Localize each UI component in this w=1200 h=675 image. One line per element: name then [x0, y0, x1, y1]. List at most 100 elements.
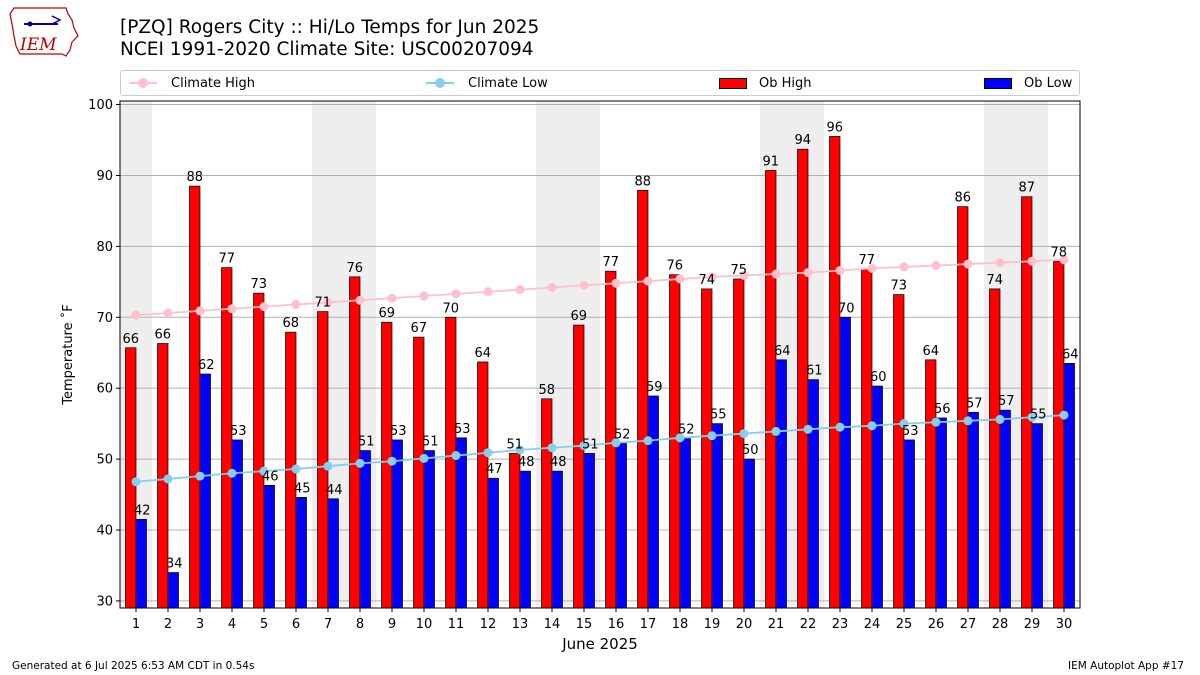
- x-tick-label: 11: [448, 617, 465, 632]
- climate-high-line: [135, 258, 1065, 317]
- generated-note: Generated at 6 Jul 2025 6:53 AM CDT in 0…: [12, 660, 255, 672]
- x-tick-label: 13: [512, 617, 529, 632]
- ob-high-bar: [861, 268, 873, 609]
- ob-low-bar: [295, 497, 307, 609]
- climate-high-point: [323, 297, 333, 307]
- climate-low-point: [899, 419, 909, 429]
- ob-high-label: 77: [858, 253, 875, 268]
- x-tick-label: 6: [292, 617, 300, 632]
- ob-high-bar: [701, 288, 713, 609]
- ob-high-label: 74: [986, 273, 1003, 288]
- climate-high-point: [643, 276, 653, 286]
- ob-low-bar: [743, 458, 755, 609]
- climate-low-point: [1027, 412, 1037, 422]
- x-tick-label: 21: [768, 617, 785, 632]
- ob-low-label: 52: [678, 423, 695, 438]
- ob-high-label: 88: [634, 174, 651, 189]
- legend-swatch-ob-low: [984, 77, 1012, 89]
- ob-high-label: 74: [698, 273, 715, 288]
- app-note: IEM Autoplot App #17: [1068, 660, 1184, 672]
- ob-high-bar: [509, 453, 521, 609]
- climate-high-point: [131, 310, 141, 320]
- ob-high-label: 78: [1050, 245, 1067, 260]
- ob-low-label: 53: [454, 422, 471, 437]
- climate-low-point: [195, 471, 205, 481]
- legend: Climate High Climate Low Ob High Ob Low: [120, 70, 1080, 96]
- ob-low-bar: [711, 423, 723, 609]
- climate-low-point: [803, 424, 813, 434]
- ob-high-label: 94: [794, 133, 811, 148]
- ob-high-label: 77: [602, 255, 619, 270]
- ob-low-bar: [775, 359, 787, 609]
- ob-high-label: 66: [122, 332, 139, 347]
- x-tick-label: 14: [544, 617, 561, 632]
- ob-high-label: 51: [506, 437, 523, 452]
- climate-low-point: [483, 448, 493, 458]
- ob-low-label: 34: [166, 557, 183, 572]
- climate-low-point: [1059, 410, 1069, 420]
- ob-low-label: 70: [838, 301, 855, 316]
- ob-low-label: 42: [134, 503, 151, 518]
- ob-low-label: 51: [358, 435, 375, 450]
- ob-low-bar: [967, 411, 979, 609]
- climate-low-point: [675, 433, 685, 443]
- y-tick-label: 100: [88, 98, 113, 113]
- climate-high-point: [707, 272, 717, 282]
- ob-low-label: 56: [934, 402, 951, 417]
- climate-low-point: [835, 422, 845, 432]
- x-tick-label: 15: [576, 617, 593, 632]
- ob-high-label: 68: [282, 316, 299, 331]
- ob-low-label: 61: [806, 364, 823, 379]
- climate-high-point: [835, 265, 845, 275]
- climate-high-point: [611, 278, 621, 288]
- ob-low-bar: [231, 439, 243, 609]
- ob-high-label: 64: [922, 344, 939, 359]
- climate-low-point: [643, 436, 653, 446]
- ob-low-label: 51: [582, 437, 599, 452]
- climate-high-point: [227, 304, 237, 314]
- ob-low-label: 57: [998, 394, 1015, 409]
- ob-low-label: 53: [902, 424, 919, 439]
- x-tick-label: 29: [1024, 617, 1041, 632]
- x-tick-label: 20: [736, 617, 753, 632]
- ob-low-bar: [839, 316, 851, 609]
- x-tick-label: 18: [672, 617, 689, 632]
- climate-high-point: [515, 285, 525, 295]
- ob-low-bar: [679, 438, 691, 609]
- x-tick-label: 4: [228, 617, 236, 632]
- ob-high-bar: [445, 316, 457, 609]
- ob-high-label: 70: [442, 301, 459, 316]
- legend-label-climate-high: Climate High: [171, 75, 256, 91]
- ob-low-label: 59: [646, 380, 663, 395]
- chart-title: [PZQ] Rogers City :: Hi/Lo Temps for Jun…: [120, 17, 540, 38]
- ob-low-label: 53: [230, 424, 247, 439]
- x-axis-label: June 2025: [561, 635, 638, 653]
- ob-low-bar: [1031, 423, 1043, 609]
- legend-item-climate-high: Climate High: [129, 71, 255, 95]
- ob-low-bar: [167, 572, 179, 609]
- ob-high-label: 67: [410, 321, 427, 336]
- climate-low-point: [323, 461, 333, 471]
- climate-high-point: [803, 268, 813, 278]
- ob-high-label: 69: [570, 309, 587, 324]
- ob-high-label: 73: [890, 279, 907, 294]
- ob-high-label: 77: [218, 252, 235, 267]
- climate-low-point: [771, 426, 781, 436]
- x-tick-label: 26: [928, 617, 945, 632]
- ob-low-label: 55: [710, 408, 727, 423]
- climate-low-point: [419, 453, 429, 463]
- ob-high-bar: [1053, 260, 1065, 609]
- y-tick-label: 40: [96, 524, 113, 539]
- ob-high-bar: [893, 294, 905, 609]
- ob-low-label: 62: [198, 358, 215, 373]
- x-tick-label: 12: [480, 617, 497, 632]
- y-tick-label: 80: [96, 240, 113, 255]
- climate-low-point: [707, 431, 717, 441]
- climate-low-point: [163, 474, 173, 484]
- ob-low-bar: [263, 484, 275, 609]
- ob-low-label: 64: [1062, 347, 1079, 362]
- x-tick-label: 5: [260, 617, 268, 632]
- ob-high-label: 86: [954, 191, 971, 206]
- ob-high-label: 75: [730, 263, 747, 278]
- climate-low-point: [995, 414, 1005, 424]
